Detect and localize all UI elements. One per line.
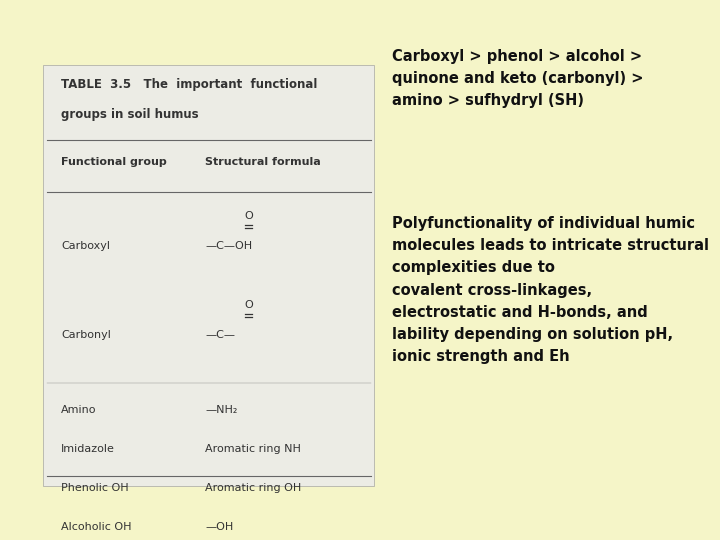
Text: O: O bbox=[244, 211, 253, 221]
Text: Carbonyl: Carbonyl bbox=[61, 330, 111, 340]
Text: —NH₂: —NH₂ bbox=[205, 406, 238, 415]
Text: Aromatic ring OH: Aromatic ring OH bbox=[205, 483, 302, 493]
Text: Polyfunctionality of individual humic
molecules leads to intricate structural
co: Polyfunctionality of individual humic mo… bbox=[392, 216, 709, 364]
Text: O: O bbox=[244, 300, 253, 310]
Text: Amino: Amino bbox=[61, 406, 96, 415]
FancyBboxPatch shape bbox=[43, 65, 374, 486]
Text: Structural formula: Structural formula bbox=[205, 157, 321, 167]
Text: Carboxyl > phenol > alcohol >
quinone and keto (carbonyl) >
amino > sufhydryl (S: Carboxyl > phenol > alcohol > quinone an… bbox=[392, 49, 644, 108]
Text: TABLE  3.5   The  important  functional: TABLE 3.5 The important functional bbox=[61, 78, 318, 91]
Text: Functional group: Functional group bbox=[61, 157, 167, 167]
Text: Aromatic ring NH: Aromatic ring NH bbox=[205, 444, 301, 454]
Text: Alcoholic OH: Alcoholic OH bbox=[61, 522, 132, 532]
Text: groups in soil humus: groups in soil humus bbox=[61, 108, 199, 121]
Text: —OH: —OH bbox=[205, 522, 233, 532]
Text: —C—: —C— bbox=[205, 330, 235, 340]
Text: Imidazole: Imidazole bbox=[61, 444, 115, 454]
Text: Phenolic OH: Phenolic OH bbox=[61, 483, 129, 493]
Text: —C—OH: —C—OH bbox=[205, 241, 252, 251]
Text: Carboxyl: Carboxyl bbox=[61, 241, 110, 251]
